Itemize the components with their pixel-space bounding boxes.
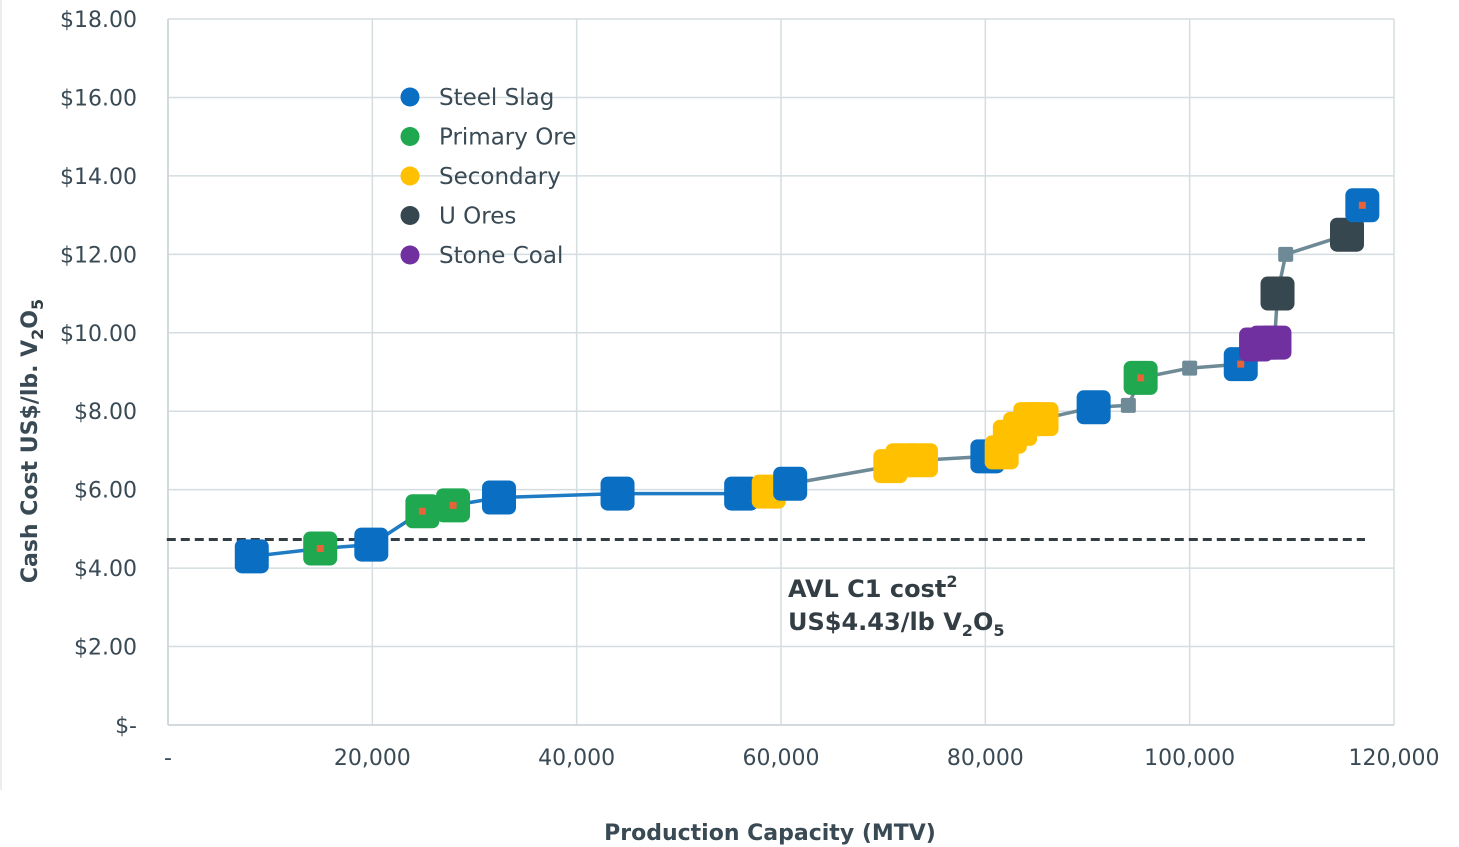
data-point-u-ores bbox=[1330, 217, 1365, 252]
y-axis-title: Cash Cost US$/lb. V2O5 bbox=[18, 299, 47, 583]
data-point-steel-slag bbox=[600, 476, 635, 511]
y-tick-label: $2.00 bbox=[74, 636, 137, 661]
legend-label: Steel Slag bbox=[439, 85, 554, 111]
data-point-other bbox=[1120, 397, 1136, 413]
x-axis-title: Production Capacity (MTV) bbox=[604, 821, 936, 846]
data-point-center-dot bbox=[449, 501, 457, 509]
y-tick-label: $12.00 bbox=[60, 243, 137, 268]
data-point-secondary bbox=[903, 443, 938, 478]
x-tick-label: 80,000 bbox=[947, 746, 1024, 771]
legend-label: U Ores bbox=[439, 204, 516, 230]
data-point-center-dot bbox=[418, 507, 426, 515]
data-point-steel-slag bbox=[1076, 390, 1111, 425]
y-tick-label: $6.00 bbox=[74, 479, 137, 504]
legend-label: Stone Coal bbox=[439, 243, 563, 269]
data-point-center-dot bbox=[1358, 201, 1366, 209]
data-point-center-dot bbox=[1137, 374, 1145, 382]
grid bbox=[0, 0, 1395, 790]
x-tick-label: 40,000 bbox=[538, 746, 615, 771]
legend-label: Primary Ore bbox=[439, 125, 576, 151]
curve-segment bbox=[498, 491, 618, 500]
legend-steel-slag-icon bbox=[400, 87, 420, 107]
y-tick-label: $8.00 bbox=[74, 400, 137, 425]
y-tick-label: $18.00 bbox=[60, 8, 137, 33]
x-tick-label: 60,000 bbox=[743, 746, 820, 771]
annotation-line-2: US$4.43/lb V2O5 bbox=[788, 608, 1004, 640]
data-point-steel-slag bbox=[724, 476, 759, 511]
data-point-center-dot bbox=[316, 545, 324, 552]
data-point-steel-slag bbox=[354, 527, 389, 562]
data-point-steel-slag bbox=[773, 466, 808, 501]
legend: Steel Slag Primary Ore Secondary U Ores Ston… bbox=[400, 85, 576, 269]
data-point-other bbox=[1278, 246, 1294, 262]
y-tick-label: $- bbox=[115, 714, 137, 739]
annotation-line-1: AVL C1 cost2 bbox=[788, 572, 957, 603]
data-point-stone-coal bbox=[1257, 325, 1292, 360]
legend-u-ores-icon bbox=[400, 206, 420, 225]
legend-secondary-icon bbox=[400, 166, 420, 186]
legend-label: Secondary bbox=[439, 164, 561, 190]
data-point-other bbox=[1182, 360, 1198, 376]
x-tick-label: 20,000 bbox=[334, 746, 411, 771]
data-markers bbox=[234, 188, 1380, 574]
legend-stone-coal-icon bbox=[400, 245, 420, 265]
data-point-u-ores bbox=[1260, 276, 1295, 311]
data-point-center-dot bbox=[1237, 360, 1245, 368]
data-point-steel-slag bbox=[482, 480, 517, 515]
x-tick-label: 120,000 bbox=[1349, 746, 1440, 771]
x-tick-label: 100,000 bbox=[1144, 746, 1235, 771]
y-tick-label: $10.00 bbox=[60, 322, 137, 347]
data-point-steel-slag bbox=[234, 539, 269, 574]
y-tick-label: $4.00 bbox=[74, 557, 137, 582]
x-tick-label: - bbox=[164, 746, 172, 771]
y-tick-label: $16.00 bbox=[60, 86, 137, 111]
y-tick-label: $14.00 bbox=[60, 165, 137, 190]
axis-ticks: $- $2.00 $4.00 $6.00 $8.00 $10.00 $12.00 $14.00… bbox=[60, 8, 1439, 771]
legend-primary-ore-icon bbox=[400, 127, 420, 146]
data-point-secondary bbox=[1024, 402, 1059, 437]
